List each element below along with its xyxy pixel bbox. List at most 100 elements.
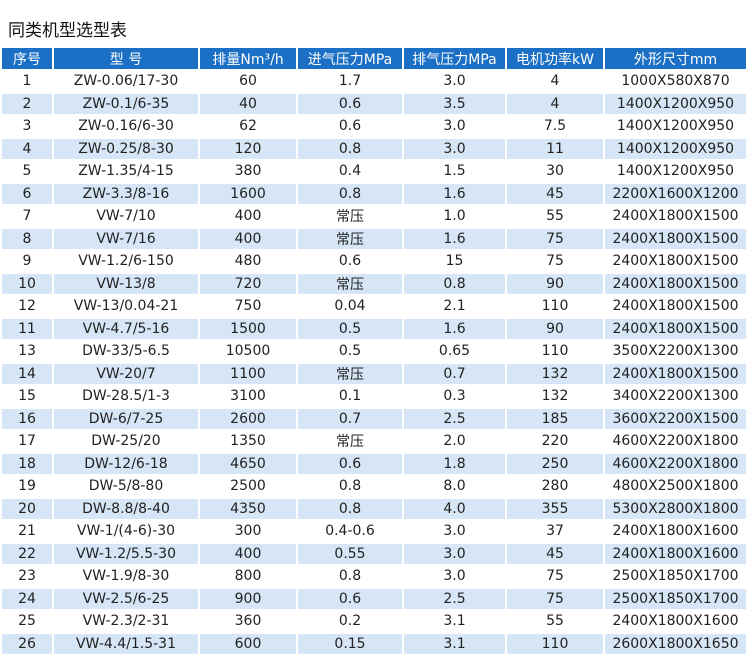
- table-row: 10 VW-13/8 720 常压 0.8 90 2400X1800X1500: [2, 273, 746, 294]
- table-cell: 110: [507, 633, 603, 654]
- table-cell: 3600X2200X1500: [605, 408, 746, 429]
- table-cell: 11: [2, 318, 52, 339]
- table-row: 24 VW-2.5/6-25 900 0.6 2.5 75 2500X1850X1700: [2, 588, 746, 609]
- table-cell: 22: [2, 543, 52, 564]
- table-cell: 480: [234, 253, 262, 270]
- table-cell: 600: [200, 633, 296, 654]
- table-cell: 1.6: [404, 228, 505, 249]
- table-cell: 1.6: [404, 183, 505, 204]
- table-cell: 2400X1800X1500: [605, 363, 746, 384]
- table-cell: 0.4: [338, 163, 362, 180]
- table-cell: 120: [200, 138, 296, 159]
- spec-table: 序号型 号排量Nm³/h 进气压力MPa 排气压力MPa 电机功率kW 外形尺寸mm 1…: [0, 46, 748, 656]
- table-cell: 1400X1200X950: [605, 138, 746, 159]
- table-cell: 750: [234, 298, 262, 315]
- table-row: 26 VW-4.4/1.5-31 600 0.15 3.1 110 2600X1800X16…: [2, 633, 746, 654]
- table-cell: 4350: [200, 498, 296, 519]
- table-cell: DW-8.8/8-40: [54, 498, 198, 519]
- table-row: 1 ZW-0.06/17-30 60 1.7 3.0 4 1000X580X870: [2, 71, 746, 92]
- table-cell: DW-28.5/1-3: [82, 388, 170, 405]
- table-row: 21 VW-1/(4-6)-30 300 0.4-0.6 3.0 37 2400X1800X…: [2, 521, 746, 542]
- table-cell: 16: [2, 408, 52, 429]
- table-cell: 1100: [200, 363, 296, 384]
- table-cell: 0.15: [298, 633, 402, 654]
- table-cell: 2.5: [404, 408, 505, 429]
- table-cell: VW-2.5/6-25: [54, 588, 198, 609]
- table-cell: 18: [2, 453, 52, 474]
- table-row: 23 VW-1.9/8-30 800 0.8 3.0 75 2500X1850X1700: [2, 566, 746, 587]
- table-cell: 8.0: [443, 478, 466, 495]
- table-cell: 37: [546, 523, 564, 540]
- table-cell: 2400X1800X1500: [612, 298, 739, 315]
- table-cell: 0.8: [298, 138, 402, 159]
- table-cell: 2500: [230, 478, 266, 495]
- table-cell: VW-13/8: [54, 273, 198, 294]
- table-cell: 90: [507, 318, 603, 339]
- table-cell: 15: [18, 388, 36, 405]
- table-cell: 12: [18, 298, 36, 315]
- table-cell: VW-1.2/5.5-30: [54, 543, 198, 564]
- table-cell: 45: [507, 183, 603, 204]
- header-row: 序号型 号排量Nm³/h 进气压力MPa 排气压力MPa 电机功率kW 外形尺寸mm: [2, 48, 746, 69]
- table-cell: 280: [541, 478, 569, 495]
- table-cell: 7: [22, 208, 32, 225]
- table-cell: VW-20/7: [54, 363, 198, 384]
- table-cell: 400: [200, 543, 296, 564]
- table-cell: 常压: [298, 228, 402, 249]
- table-cell: 132: [507, 363, 603, 384]
- table-cell: 2600: [200, 408, 296, 429]
- table-cell: 0.5: [338, 343, 362, 360]
- table-cell: 1.8: [404, 453, 505, 474]
- table-cell: ZW-1.35/4-15: [78, 163, 174, 180]
- table-cell: 21: [18, 523, 36, 540]
- table-row: 6 ZW-3.3/8-16 1600 0.8 1.6 45 2200X1600X1200: [2, 183, 746, 204]
- table-cell: 2: [2, 93, 52, 114]
- table-cell: 6: [2, 183, 52, 204]
- table-cell: 1400X1200X950: [616, 118, 735, 135]
- table-cell: ZW-0.16/6-30: [78, 118, 174, 135]
- table-cell: DW-12/6-18: [54, 453, 198, 474]
- table-cell: 2.5: [404, 588, 505, 609]
- table-cell: 2400X1800X1600: [605, 543, 746, 564]
- table-cell: 75: [546, 568, 564, 585]
- table-cell: 2500X1850X1700: [612, 568, 739, 585]
- table-row: 9 VW-1.2/6-150 480 0.6 15 75 2400X1800X1500: [2, 251, 746, 272]
- table-cell: 1.5: [443, 163, 466, 180]
- header-cell: 电机功率kW: [507, 48, 603, 69]
- table-cell: 185: [507, 408, 603, 429]
- table-cell: 0.7: [298, 408, 402, 429]
- table-cell: 220: [541, 433, 569, 450]
- table-cell: 0.6: [298, 588, 402, 609]
- table-cell: 400: [200, 228, 296, 249]
- table-cell: ZW-0.25/8-30: [54, 138, 198, 159]
- table-cell: 0.7: [404, 363, 505, 384]
- table-cell: VW-7/10: [96, 208, 156, 225]
- table-cell: 800: [234, 568, 262, 585]
- table-cell: 0.2: [338, 613, 362, 630]
- table-cell: 380: [234, 163, 262, 180]
- table-row: 8 VW-7/16 400 常压 1.6 75 2400X1800X1500: [2, 228, 746, 249]
- table-cell: 4600X2200X1800: [605, 453, 746, 474]
- table-cell: 2400X1800X1600: [612, 613, 739, 630]
- table-row: 20 DW-8.8/8-40 4350 0.8 4.0 355 5300X2800X1800: [2, 498, 746, 519]
- table-row: 22 VW-1.2/5.5-30 400 0.55 3.0 45 2400X1800X160…: [2, 543, 746, 564]
- table-cell: 4: [507, 93, 603, 114]
- table-cell: 13: [18, 343, 36, 360]
- table-row: 16 DW-6/7-25 2600 0.7 2.5 185 3600X2200X1500: [2, 408, 746, 429]
- table-title: 同类机型选型表: [8, 21, 127, 41]
- table-cell: 1500: [200, 318, 296, 339]
- header-cell: 序号: [2, 48, 52, 69]
- table-cell: 常压: [298, 273, 402, 294]
- table-cell: 5300X2800X1800: [605, 498, 746, 519]
- table-cell: 30: [546, 163, 564, 180]
- table-cell: 900: [200, 588, 296, 609]
- table-cell: 7.5: [543, 118, 567, 135]
- table-cell: 常压: [298, 363, 402, 384]
- table-cell: 19: [18, 478, 36, 495]
- table-cell: 1400X1200X950: [616, 163, 735, 180]
- table-row: 3 ZW-0.16/6-30 62 0.6 3.0 7.5 1400X1200X950: [2, 116, 746, 137]
- table-row: 13 DW-33/5-6.5 10500 0.5 0.65 110 3500X2200X13…: [2, 341, 746, 362]
- table-cell: 3.0: [404, 138, 505, 159]
- table-cell: 75: [507, 228, 603, 249]
